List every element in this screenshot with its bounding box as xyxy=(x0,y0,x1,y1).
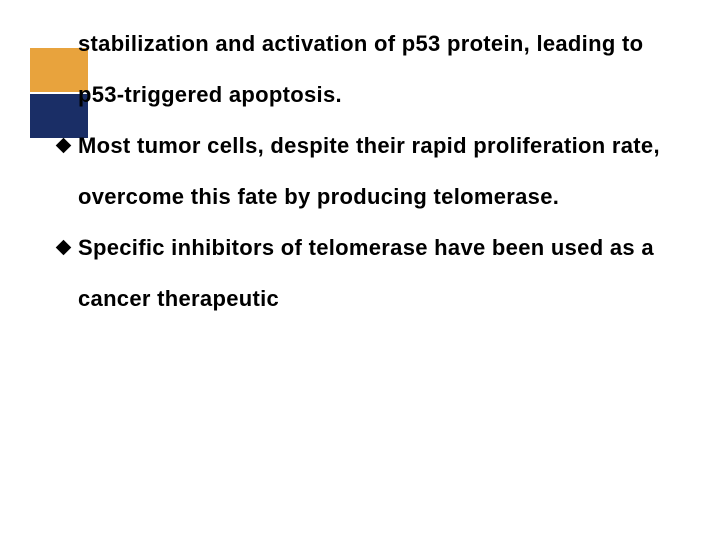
slide-content: stabilization and activation of p53 prot… xyxy=(78,18,680,324)
diamond-icon xyxy=(56,240,72,256)
diamond-icon xyxy=(56,138,72,154)
bullet-item: Most tumor cells, despite their rapid pr… xyxy=(78,120,680,222)
bullet-text: Specific inhibitors of telomerase have b… xyxy=(78,222,680,324)
slide: stabilization and activation of p53 prot… xyxy=(0,0,720,540)
bullet-item: Specific inhibitors of telomerase have b… xyxy=(78,222,680,324)
bullet-text: Most tumor cells, despite their rapid pr… xyxy=(78,120,680,222)
continuation-text: stabilization and activation of p53 prot… xyxy=(78,18,680,120)
